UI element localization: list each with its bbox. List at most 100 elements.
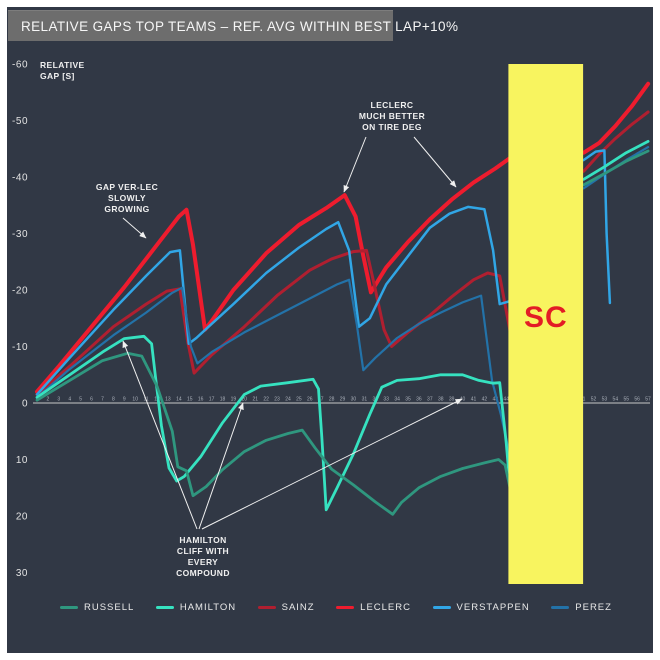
series-line-sainz	[582, 110, 650, 173]
lap-tick-label: 31	[362, 397, 368, 403]
lap-tick-label: 10	[132, 397, 138, 403]
legend-item-sainz: SAINZ	[257, 601, 315, 613]
y-tick-label: -60	[12, 60, 28, 71]
annotation-arrow-hamilton-cliff	[122, 340, 198, 530]
lap-tick-label: 3	[57, 397, 60, 403]
legend-label-leclerc: LECLERC	[360, 601, 411, 613]
lap-tick-label: 16	[198, 397, 204, 403]
lap-tick-label: 39	[449, 397, 455, 403]
series-line-leclerc	[35, 156, 512, 394]
legend-swatch-hamilton	[155, 605, 174, 609]
legend-label-hamilton: HAMILTON	[179, 601, 237, 613]
lap-tick-label: 29	[340, 397, 346, 403]
lap-tick-label: 17	[209, 397, 215, 403]
lap-tick-label: 55	[623, 397, 629, 403]
legend-item-russell: RUSSELL	[60, 602, 134, 613]
lap-tick-label: 26	[307, 397, 313, 403]
lap-tick-label: 4	[68, 397, 71, 403]
annotation-leclerc-deg: MUCH BETTER	[359, 111, 425, 121]
lap-tick-label: 9	[123, 397, 126, 403]
y-tick-label: -50	[12, 116, 28, 127]
lap-tick-label: 21	[252, 397, 258, 403]
lap-tick-label: 19	[231, 397, 237, 403]
series-line-russell	[582, 149, 650, 187]
annotation-arrow-gap-ver-lec	[122, 217, 147, 239]
legend-swatch-verstappen	[432, 605, 451, 609]
lap-tick-label: 7	[101, 397, 104, 403]
lap-tick-label: 14	[176, 397, 182, 403]
series-line-hamilton	[582, 139, 650, 181]
legend-swatch-perez	[551, 605, 570, 609]
legend-label-russell: RUSSELL	[84, 601, 135, 613]
annotation-gap-ver-lec: GROWING	[104, 204, 149, 214]
lap-tick-label: 22	[263, 397, 269, 403]
series-line-verstappen	[582, 149, 612, 305]
series-line-russell	[35, 351, 513, 516]
lap-tick-label: 28	[329, 397, 335, 403]
annotation-leclerc-deg: ON TIRE DEG	[362, 122, 422, 132]
legend-swatch-russell	[60, 605, 78, 609]
legend-label-verstappen: VERSTAPPEN	[456, 601, 530, 613]
series-line-leclerc	[581, 81, 651, 155]
lap-tick-label: 18	[220, 397, 226, 403]
safety-car-band	[508, 64, 584, 584]
y-tick-label: -30	[12, 229, 28, 240]
lap-tick-label: 30	[351, 397, 357, 403]
legend-label-sainz: SAINZ	[281, 601, 315, 613]
series-line-verstappen	[35, 205, 511, 396]
annotation-arrow-leclerc-deg	[413, 136, 457, 188]
lap-tick-label: 25	[296, 397, 302, 403]
lap-tick-label: 27	[318, 397, 324, 403]
annotation-arrow-hamilton-cliff	[198, 402, 244, 530]
series-line-hamilton	[35, 334, 513, 512]
lap-tick-label: 33	[383, 397, 389, 403]
y-tick-label: -20	[12, 286, 28, 297]
annotation-gap-ver-lec: GAP VER-LEC	[96, 182, 158, 192]
lap-tick-label: 43	[493, 397, 499, 403]
annotation-relative-gap-label: RELATIVE	[40, 60, 85, 70]
lap-tick-label: 41	[471, 397, 477, 403]
legend-item-leclerc: LECLERC	[336, 602, 411, 613]
annotation-hamilton-cliff: EVERY	[188, 557, 219, 567]
legend-item-verstappen: VERSTAPPEN	[432, 601, 530, 613]
lap-tick-label: 57	[645, 397, 651, 403]
lap-tick-label: 53	[602, 397, 608, 403]
safety-car-label: SC	[524, 301, 568, 334]
legend-swatch-leclerc	[336, 605, 355, 609]
lap-tick-label: 56	[634, 397, 640, 403]
lap-tick-label: 5	[79, 397, 82, 403]
legend-item-hamilton: HAMILTON	[155, 601, 237, 613]
annotation-hamilton-cliff: COMPOUND	[176, 568, 230, 578]
y-tick-label: 30	[16, 568, 28, 579]
y-tick-label: 0	[22, 399, 28, 410]
legend-item-perez: PEREZ	[551, 602, 612, 613]
annotation-gap-ver-lec: SLOWLY	[108, 193, 146, 203]
annotation-leclerc-deg: LECLERC	[371, 100, 414, 110]
annotation-hamilton-cliff: HAMILTON	[179, 535, 226, 545]
lap-tick-label: 13	[165, 397, 171, 403]
lap-tick-label: 8	[112, 397, 115, 403]
series-line-perez	[35, 278, 511, 455]
lap-tick-label: 24	[285, 397, 291, 403]
chart-title: RELATIVE GAPS TOP TEAMS – REF. AVG WITHI…	[21, 18, 459, 34]
y-tick-label: 10	[16, 455, 28, 466]
legend: RUSSELL HAMILTON SAINZ LECLERC VERSTAPPEN PER…	[60, 597, 612, 617]
lap-tick-label: 36	[416, 397, 422, 403]
lap-tick-label: 37	[427, 397, 433, 403]
lap-tick-label: 35	[405, 397, 411, 403]
lap-tick-label: 40	[460, 397, 466, 403]
annotation-arrow-hamilton-cliff	[201, 398, 463, 530]
title-bar: RELATIVE GAPS TOP TEAMS – REF. AVG WITHI…	[8, 10, 458, 41]
lap-tick-label: 23	[274, 397, 280, 403]
y-tick-label: 20	[16, 512, 28, 523]
lap-tick-label: 54	[613, 397, 619, 403]
series-line-sainz	[35, 248, 513, 396]
annotation-arrow-leclerc-deg	[343, 136, 367, 193]
lap-tick-label: 2	[47, 397, 50, 403]
lap-tick-label: 34	[394, 397, 400, 403]
annotation-relative-gap-label: GAP [S]	[40, 71, 75, 81]
legend-label-perez: PEREZ	[575, 601, 612, 613]
lap-tick-label: 52	[591, 397, 597, 403]
